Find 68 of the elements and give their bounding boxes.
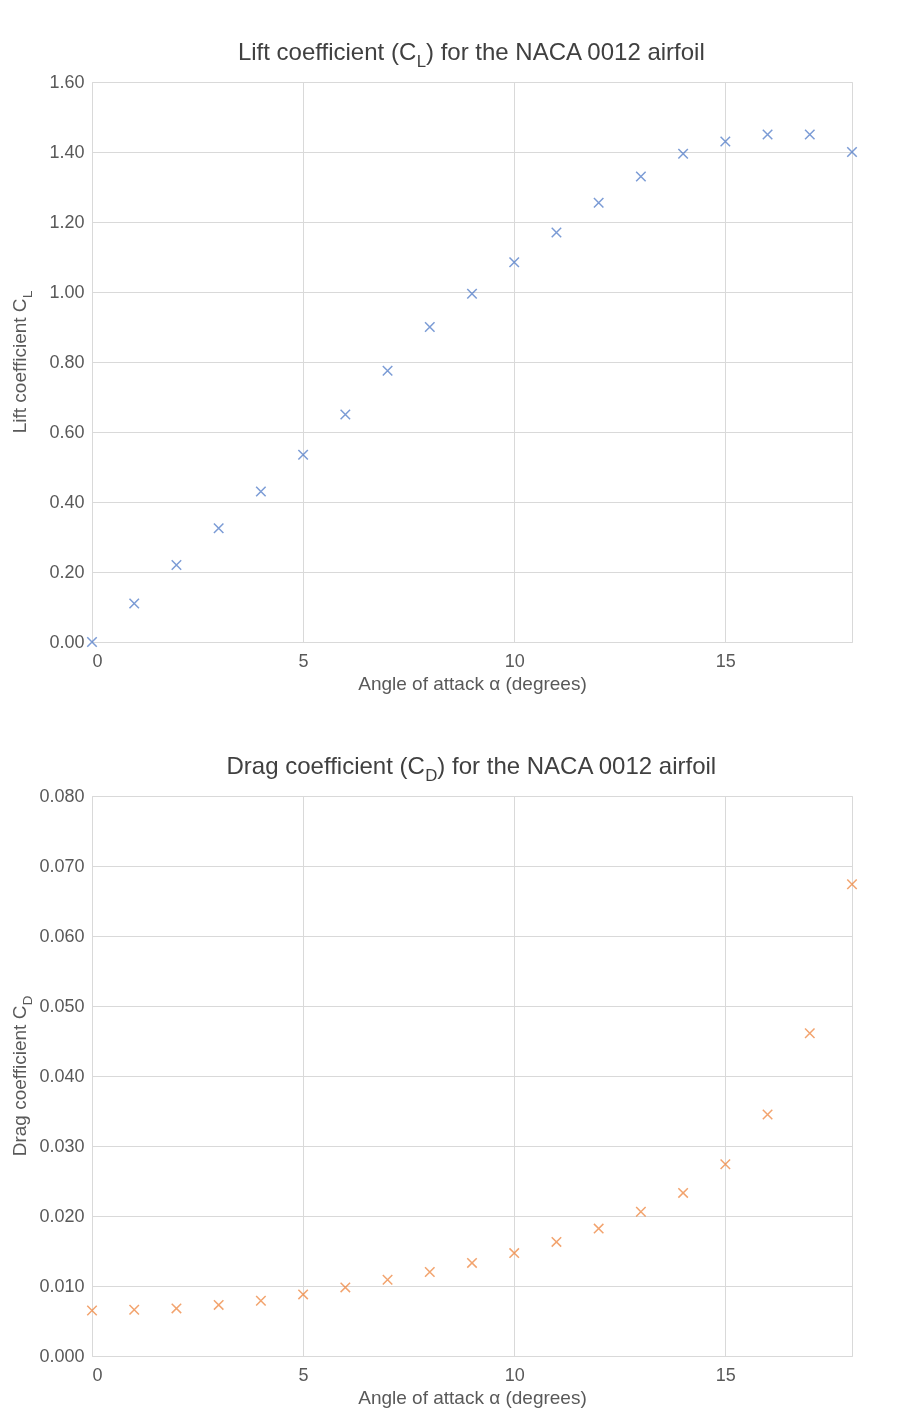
point [86, 636, 98, 648]
point [635, 171, 647, 182]
point [297, 449, 309, 461]
point [170, 559, 182, 571]
point [86, 1305, 98, 1316]
point [382, 1274, 394, 1286]
y-tick-label: 0.60 [49, 421, 85, 442]
y-tick-label: 0.080 [39, 785, 85, 806]
y-tick-label: 0.030 [39, 1135, 85, 1156]
x-tick-label: 10 [504, 650, 525, 671]
x-tick-label: 5 [298, 650, 309, 671]
point [128, 1304, 140, 1316]
point [550, 1236, 562, 1248]
point [255, 1295, 267, 1307]
y-tick-label: 0.040 [39, 1065, 85, 1086]
x-tick-label: 5 [298, 1364, 309, 1385]
y-tick-label: 0.40 [49, 491, 85, 512]
point [804, 129, 816, 140]
y-tick-label: 0.20 [49, 561, 85, 582]
x-tick-label: 15 [715, 1364, 736, 1385]
point [466, 288, 478, 300]
y-tick-label: 1.00 [49, 281, 85, 302]
y-tick-label: 0.050 [39, 995, 85, 1016]
y-tick-label: 1.40 [49, 141, 85, 162]
point [128, 598, 140, 609]
point [382, 365, 394, 377]
x-tick-label: 0 [92, 1364, 103, 1385]
x-tick-label: 10 [504, 1364, 525, 1385]
y-tick-label: 0.00 [49, 631, 85, 652]
point [424, 1266, 436, 1278]
point [213, 1299, 225, 1311]
point [593, 197, 605, 209]
y-tick-label: 0.060 [39, 925, 85, 946]
point [677, 148, 689, 160]
x-axis-title: Angle of attack α (degrees) [358, 1386, 587, 1408]
point [846, 146, 858, 158]
y-axis-title: Lift coefficient CL [9, 290, 35, 434]
point [466, 1257, 478, 1269]
y-tick-label: 1.60 [49, 71, 85, 92]
x-tick-label: 15 [715, 650, 736, 671]
point [170, 1302, 182, 1314]
y-tick-label: 1.20 [49, 211, 85, 232]
point [719, 136, 731, 147]
point [213, 522, 225, 534]
y-tick-label: 0.80 [49, 351, 85, 372]
point [762, 1109, 774, 1120]
point [339, 1281, 351, 1293]
y-axis-title: Drag coefficient CD [9, 995, 35, 1157]
point [677, 1187, 689, 1199]
point [255, 486, 267, 497]
point [508, 256, 520, 268]
point [846, 878, 858, 890]
y-tick-label: 0.020 [39, 1205, 85, 1226]
point [762, 129, 774, 140]
point [804, 1027, 816, 1039]
point [297, 1288, 309, 1300]
point [719, 1158, 731, 1170]
point [339, 409, 351, 420]
point [593, 1223, 605, 1235]
point [550, 227, 562, 238]
y-tick-label: 0.000 [39, 1345, 85, 1366]
point [424, 321, 436, 333]
point [635, 1206, 647, 1218]
y-tick-label: 0.010 [39, 1275, 85, 1296]
y-tick-label: 0.070 [39, 855, 85, 876]
point [508, 1247, 520, 1259]
x-axis-title: Angle of attack α (degrees) [358, 672, 587, 694]
x-tick-label: 0 [92, 650, 103, 671]
